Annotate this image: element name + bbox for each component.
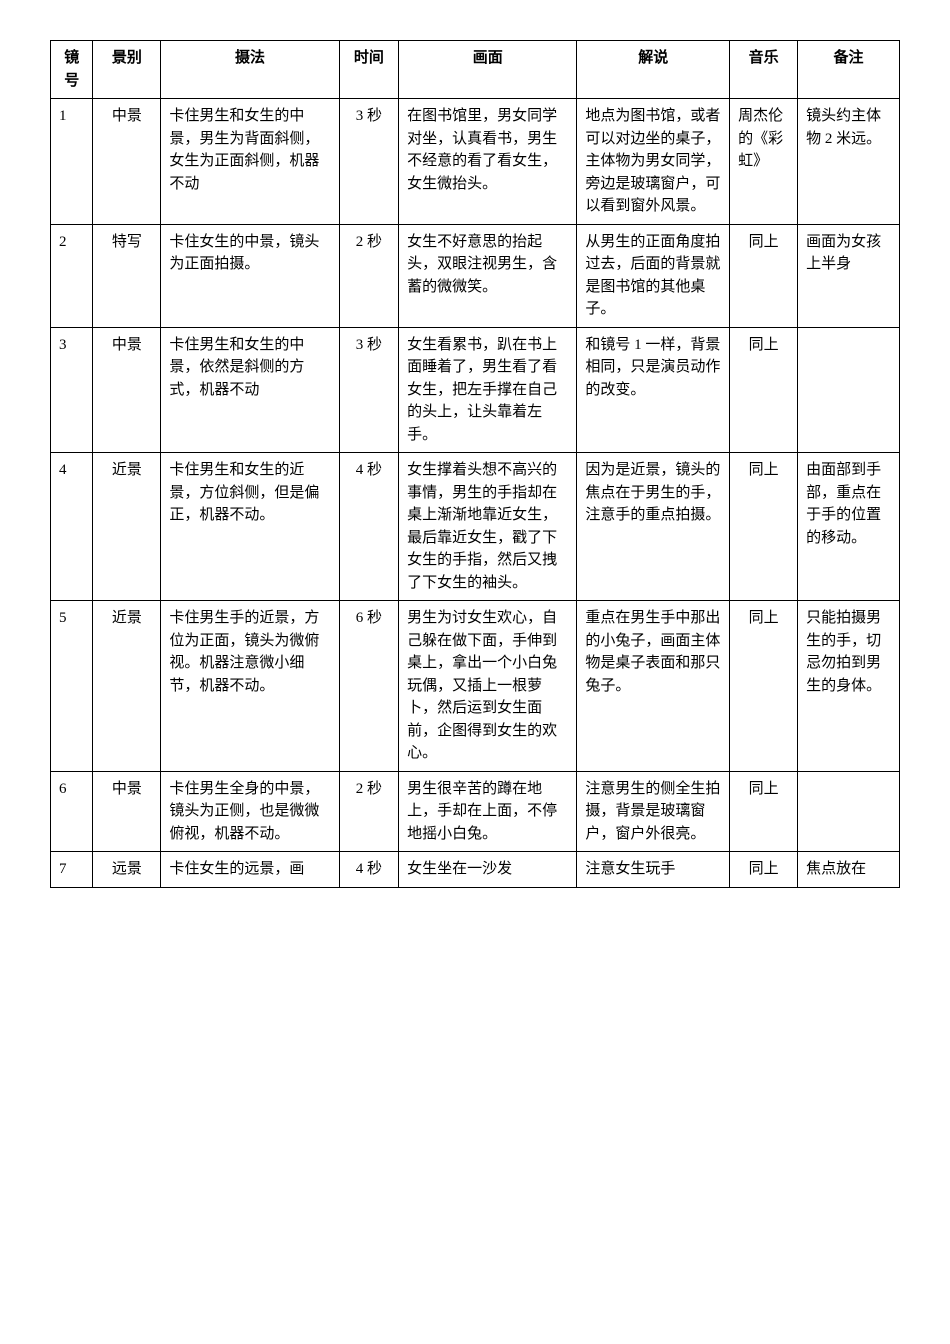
table-row: 6 中景 卡住男生全身的中景，镜头为正侧，也是微微俯视，机器不动。 2 秒 男生…	[51, 771, 900, 852]
cell-narration: 和镜号 1 一样，背景相同，只是演员动作的改变。	[577, 327, 730, 453]
cell-shot: 特写	[93, 224, 161, 327]
header-time: 时间	[339, 41, 398, 99]
table-row: 2 特写 卡住女生的中景，镜头为正面拍摄。 2 秒 女生不好意思的抬起头，双眼注…	[51, 224, 900, 327]
header-row: 镜号 景别 摄法 时间 画面 解说 音乐 备注	[51, 41, 900, 99]
cell-narration: 注意男生的侧全生拍摄，背景是玻璃窗户，窗户外很亮。	[577, 771, 730, 852]
cell-time: 3 秒	[339, 99, 398, 225]
table-row: 4 近景 卡住男生和女生的近景，方位斜侧，但是偏正，机器不动。 4 秒 女生撑着…	[51, 453, 900, 601]
header-narration: 解说	[577, 41, 730, 99]
cell-time: 6 秒	[339, 601, 398, 772]
cell-music: 同上	[730, 224, 798, 327]
cell-music: 同上	[730, 601, 798, 772]
cell-scene: 女生不好意思的抬起头，双眼注视男生，含蓄的微微笑。	[399, 224, 577, 327]
cell-narration: 注意女生玩手	[577, 852, 730, 888]
cell-method: 卡住男生手的近景，方位为正面，镜头为微俯视。机器注意微小细节，机器不动。	[161, 601, 339, 772]
header-num: 镜号	[51, 41, 93, 99]
cell-narration: 重点在男生手中那出的小兔子，画面主体物是桌子表面和那只兔子。	[577, 601, 730, 772]
cell-num: 2	[51, 224, 93, 327]
cell-scene: 男生为讨女生欢心，自己躲在做下面，手伸到桌上，拿出一个小白兔玩偶，又插上一根萝卜…	[399, 601, 577, 772]
cell-method: 卡住女生的远景，画	[161, 852, 339, 888]
cell-remark: 镜头约主体物 2 米远。	[798, 99, 900, 225]
table-row: 5 近景 卡住男生手的近景，方位为正面，镜头为微俯视。机器注意微小细节，机器不动…	[51, 601, 900, 772]
header-shot: 景别	[93, 41, 161, 99]
cell-music: 同上	[730, 453, 798, 601]
cell-scene: 在图书馆里，男女同学对坐，认真看书，男生不经意的看了看女生，女生微抬头。	[399, 99, 577, 225]
cell-shot: 近景	[93, 453, 161, 601]
cell-method: 卡住男生全身的中景，镜头为正侧，也是微微俯视，机器不动。	[161, 771, 339, 852]
cell-remark: 画面为女孩上半身	[798, 224, 900, 327]
cell-num: 5	[51, 601, 93, 772]
header-scene: 画面	[399, 41, 577, 99]
cell-remark: 由面部到手部，重点在于手的位置的移动。	[798, 453, 900, 601]
cell-time: 2 秒	[339, 771, 398, 852]
table-row: 1 中景 卡住男生和女生的中景，男生为背面斜侧，女生为正面斜侧，机器不动 3 秒…	[51, 99, 900, 225]
cell-shot: 远景	[93, 852, 161, 888]
cell-num: 1	[51, 99, 93, 225]
cell-narration: 从男生的正面角度拍过去，后面的背景就是图书馆的其他桌子。	[577, 224, 730, 327]
cell-scene: 女生撑着头想不高兴的事情，男生的手指却在桌上渐渐地靠近女生，最后靠近女生，戳了下…	[399, 453, 577, 601]
cell-method: 卡住男生和女生的近景，方位斜侧，但是偏正，机器不动。	[161, 453, 339, 601]
cell-method: 卡住男生和女生的中景，依然是斜侧的方式，机器不动	[161, 327, 339, 453]
cell-num: 6	[51, 771, 93, 852]
cell-shot: 中景	[93, 99, 161, 225]
cell-narration: 因为是近景，镜头的焦点在于男生的手，注意手的重点拍摄。	[577, 453, 730, 601]
cell-num: 4	[51, 453, 93, 601]
cell-scene: 女生看累书，趴在书上面睡着了，男生看了看女生，把左手撑在自己的头上，让头靠着左手…	[399, 327, 577, 453]
cell-num: 3	[51, 327, 93, 453]
cell-time: 3 秒	[339, 327, 398, 453]
cell-time: 2 秒	[339, 224, 398, 327]
table-body: 1 中景 卡住男生和女生的中景，男生为背面斜侧，女生为正面斜侧，机器不动 3 秒…	[51, 99, 900, 888]
cell-remark: 焦点放在	[798, 852, 900, 888]
cell-scene: 女生坐在一沙发	[399, 852, 577, 888]
cell-remark	[798, 771, 900, 852]
table-row: 3 中景 卡住男生和女生的中景，依然是斜侧的方式，机器不动 3 秒 女生看累书，…	[51, 327, 900, 453]
cell-shot: 中景	[93, 327, 161, 453]
cell-music: 周杰伦的《彩虹》	[730, 99, 798, 225]
cell-time: 4 秒	[339, 453, 398, 601]
cell-remark: 只能拍摄男生的手，切忌勿拍到男生的身体。	[798, 601, 900, 772]
cell-music: 同上	[730, 327, 798, 453]
cell-time: 4 秒	[339, 852, 398, 888]
cell-music: 同上	[730, 771, 798, 852]
cell-shot: 中景	[93, 771, 161, 852]
cell-narration: 地点为图书馆，或者可以对边坐的桌子，主体物为男女同学，旁边是玻璃窗户，可以看到窗…	[577, 99, 730, 225]
cell-method: 卡住男生和女生的中景，男生为背面斜侧，女生为正面斜侧，机器不动	[161, 99, 339, 225]
header-method: 摄法	[161, 41, 339, 99]
cell-scene: 男生很辛苦的蹲在地上，手却在上面，不停地摇小白兔。	[399, 771, 577, 852]
cell-remark	[798, 327, 900, 453]
cell-music: 同上	[730, 852, 798, 888]
table-row: 7 远景 卡住女生的远景，画 4 秒 女生坐在一沙发 注意女生玩手 同上 焦点放…	[51, 852, 900, 888]
cell-num: 7	[51, 852, 93, 888]
cell-shot: 近景	[93, 601, 161, 772]
storyboard-table: 镜号 景别 摄法 时间 画面 解说 音乐 备注 1 中景 卡住男生和女生的中景，…	[50, 40, 900, 888]
header-music: 音乐	[730, 41, 798, 99]
cell-method: 卡住女生的中景，镜头为正面拍摄。	[161, 224, 339, 327]
header-remark: 备注	[798, 41, 900, 99]
